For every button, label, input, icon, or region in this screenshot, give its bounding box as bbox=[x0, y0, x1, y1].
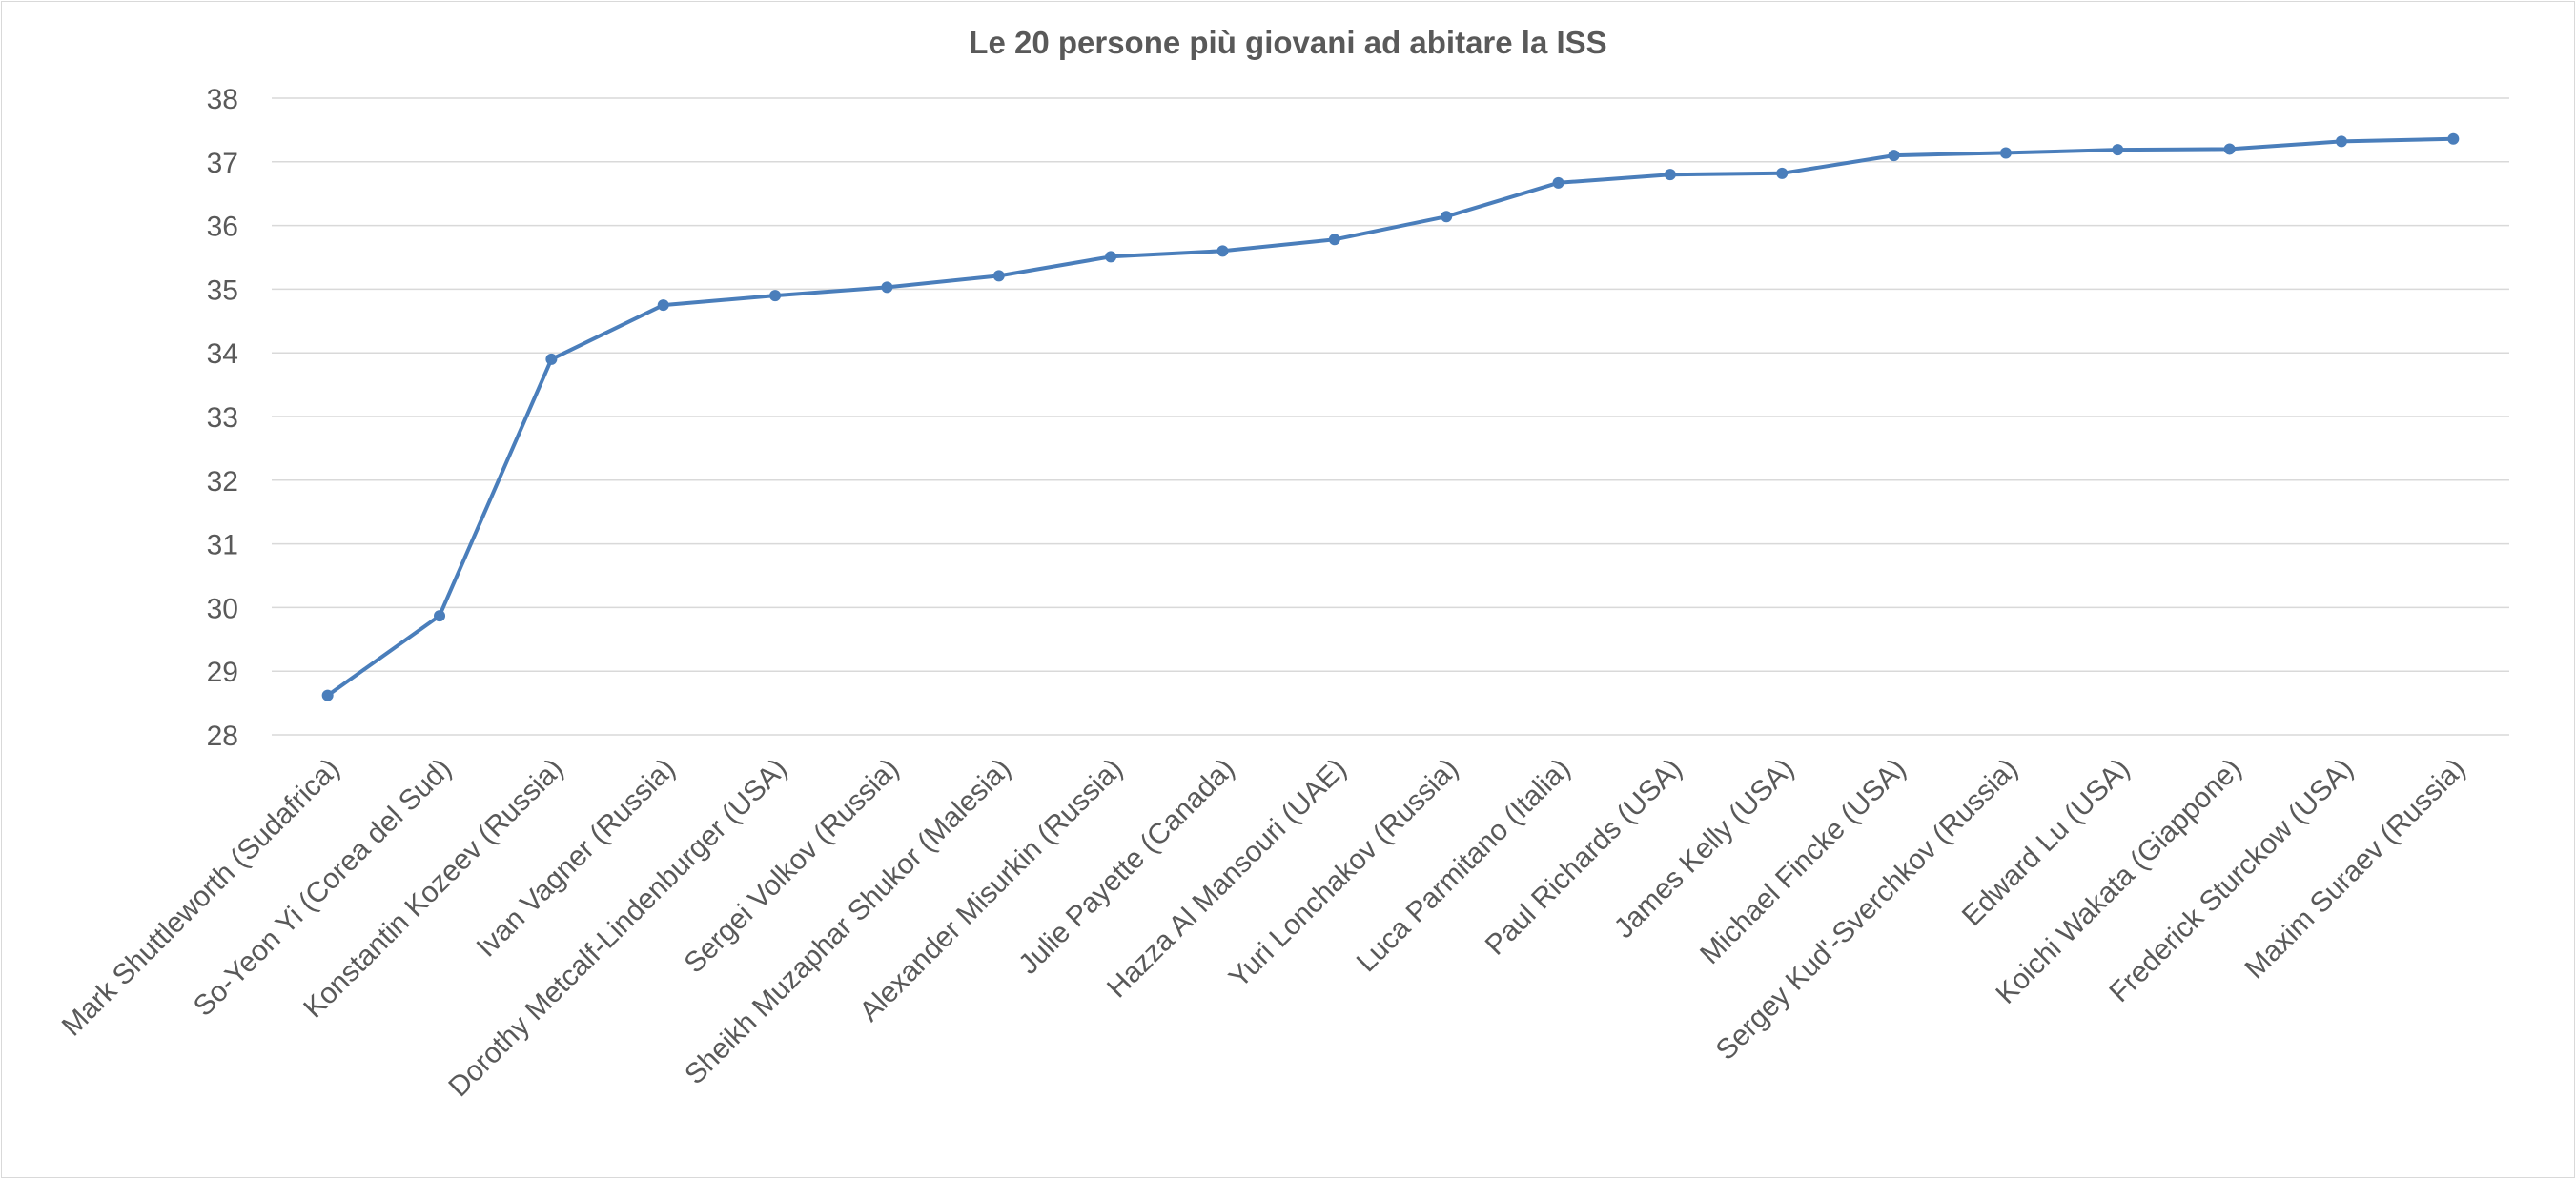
data-point bbox=[434, 610, 446, 622]
x-tick-label: Luca Parmitano (Italia) bbox=[1351, 753, 1577, 979]
data-point bbox=[545, 353, 558, 365]
x-tick-label: Julie Payette (Canada) bbox=[1012, 753, 1240, 981]
data-point bbox=[1216, 245, 1229, 257]
gridlines bbox=[272, 97, 2509, 736]
data-point bbox=[1999, 147, 2012, 159]
data-point bbox=[321, 689, 334, 701]
series-age bbox=[321, 132, 2460, 701]
data-point bbox=[2223, 143, 2236, 155]
x-tick-label: Hazza Al Mansouri (UAE) bbox=[1101, 753, 1353, 1005]
y-tick-label: 35 bbox=[207, 274, 238, 306]
y-tick-label: 31 bbox=[207, 530, 238, 561]
data-point bbox=[769, 290, 782, 302]
data-point bbox=[992, 270, 1005, 282]
x-tick-label: Ivan Vagner (Russia) bbox=[471, 753, 682, 964]
data-point bbox=[2447, 132, 2460, 145]
data-point bbox=[881, 281, 893, 294]
x-tick-label: Paul Richards (USA) bbox=[1480, 753, 1688, 962]
y-tick-label: 38 bbox=[207, 84, 238, 115]
y-tick-label: 29 bbox=[207, 657, 238, 688]
y-axis-ticks: 28 29 30 31 32 33 34 35 36 37 38 bbox=[207, 84, 238, 752]
chart-title: Le 20 persone più giovani ad abitare la … bbox=[969, 25, 1606, 60]
x-tick-label: Yuri Lonchakov (Russia) bbox=[1223, 753, 1464, 994]
y-tick-label: 33 bbox=[207, 402, 238, 434]
y-tick-label: 37 bbox=[207, 148, 238, 179]
data-point bbox=[1105, 251, 1117, 263]
y-tick-label: 28 bbox=[207, 721, 238, 752]
y-tick-label: 36 bbox=[207, 212, 238, 243]
data-point bbox=[1664, 169, 1676, 181]
series-line bbox=[326, 136, 2454, 698]
data-point bbox=[2335, 135, 2347, 148]
x-tick-label: Sergei Volkov (Russia) bbox=[678, 753, 905, 980]
data-point bbox=[1552, 176, 1564, 189]
data-point bbox=[1441, 211, 1453, 223]
x-tick-label: Maxim Suraev (Russia) bbox=[2239, 753, 2472, 986]
data-point bbox=[1888, 150, 1900, 162]
data-point bbox=[1328, 234, 1340, 246]
y-tick-label: 34 bbox=[207, 338, 238, 370]
y-tick-label: 32 bbox=[207, 466, 238, 498]
x-axis-ticks: Mark Shuttleworth (Sudafrica)So-Yeon Yi … bbox=[56, 753, 2472, 1104]
data-point bbox=[2112, 144, 2124, 156]
x-tick-label: Michael Fincke (USA) bbox=[1694, 753, 1912, 970]
y-tick-label: 30 bbox=[207, 593, 238, 624]
data-point bbox=[1776, 167, 1789, 179]
data-point bbox=[657, 299, 669, 312]
